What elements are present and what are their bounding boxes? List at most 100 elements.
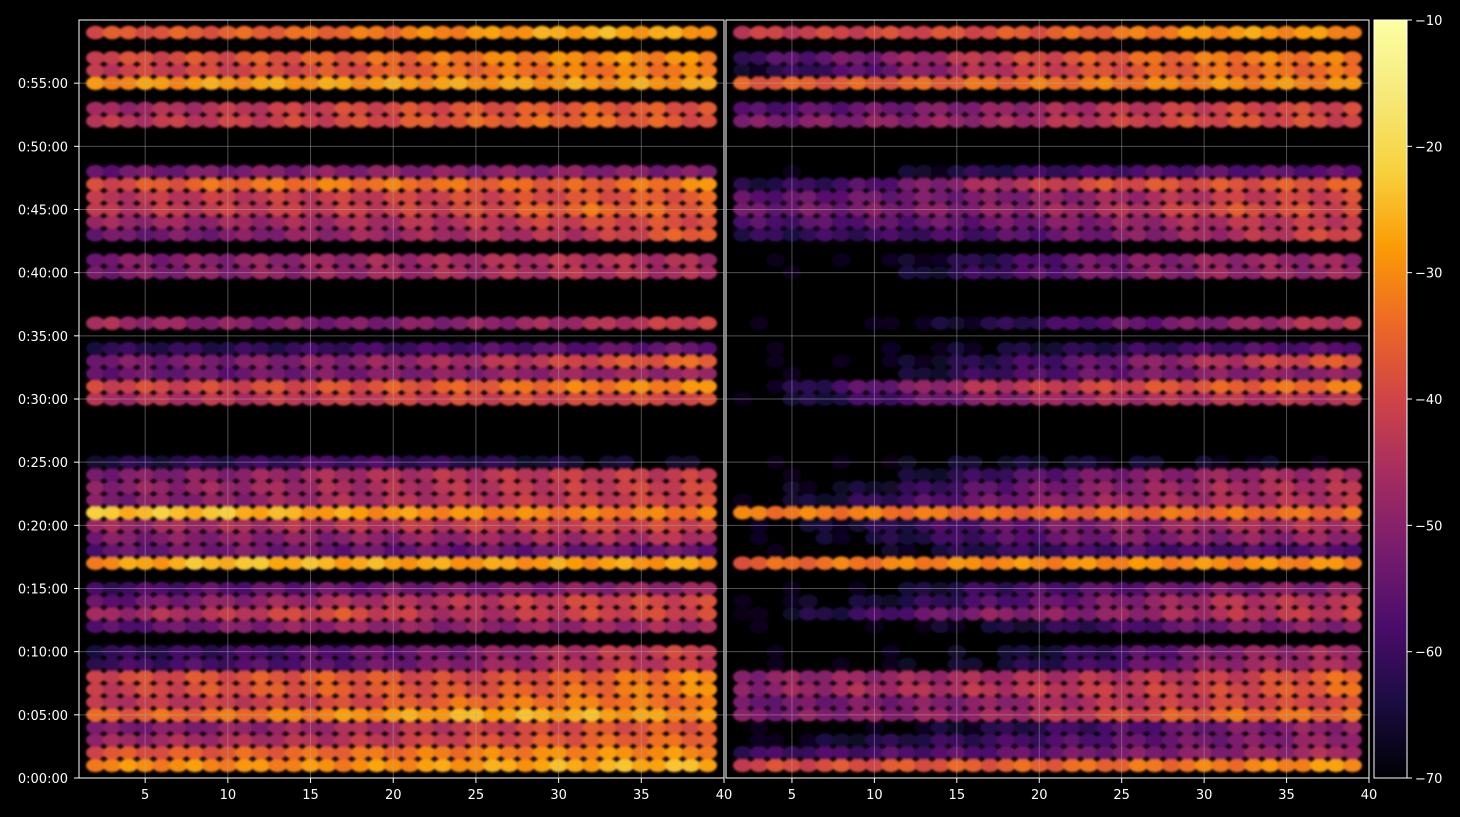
heat-cell — [631, 695, 651, 709]
heat-cell — [1112, 682, 1132, 697]
heat-cell — [565, 177, 585, 191]
heat-cell — [1013, 594, 1033, 608]
heat-cell — [268, 468, 287, 482]
heat-cell — [1128, 468, 1148, 482]
heat-cell — [914, 63, 934, 78]
heat-cell — [1145, 480, 1165, 495]
heat-cell — [168, 101, 188, 116]
heat-cell — [1244, 505, 1264, 520]
heat-cell — [930, 682, 950, 697]
heat-cell — [1194, 758, 1214, 773]
heat-cell — [367, 581, 387, 596]
heat-cell — [1277, 594, 1297, 608]
heat-cell — [1326, 253, 1346, 267]
heat-cell — [549, 215, 569, 229]
heat-cell — [416, 505, 436, 520]
heat-cell — [119, 531, 139, 545]
heat-cell — [499, 190, 519, 204]
heat-cell — [648, 253, 668, 267]
heat-cell — [1260, 392, 1280, 406]
heat-cell — [516, 101, 535, 116]
heat-cell — [648, 733, 668, 747]
heat-cell — [268, 316, 287, 331]
heat-cell — [1194, 101, 1214, 116]
heat-cell — [1211, 505, 1231, 520]
heat-cell — [350, 657, 370, 672]
heat-cell — [449, 543, 469, 558]
heat-cell — [615, 531, 635, 545]
heat-cell — [383, 531, 403, 545]
heat-cell — [1310, 114, 1329, 128]
heat-cell — [102, 480, 122, 495]
heat-cell — [549, 468, 569, 482]
heat-cell — [119, 101, 139, 116]
heat-cell — [1029, 63, 1049, 78]
heat-cell — [681, 657, 701, 672]
heat-cell — [268, 76, 287, 90]
heat-cell — [1227, 164, 1247, 179]
heat-cell — [631, 25, 651, 40]
heat-cell — [980, 619, 1000, 634]
heat-cell — [1326, 341, 1346, 356]
heat-cell — [102, 733, 122, 747]
heat-cell — [499, 682, 519, 697]
heat-cell — [749, 682, 769, 697]
heat-cell — [499, 215, 519, 229]
heat-cell — [881, 341, 901, 356]
heat-cell — [1244, 341, 1264, 356]
heat-cell — [301, 25, 320, 40]
heat-cell — [119, 708, 139, 722]
heat-cell — [416, 354, 436, 368]
heat-cell — [1244, 379, 1264, 394]
heat-cell — [516, 215, 535, 229]
heat-cell — [466, 758, 486, 773]
heat-cell — [1211, 745, 1231, 760]
heat-cell — [1227, 51, 1247, 65]
heat-cell — [664, 228, 684, 242]
heat-cell — [1161, 190, 1181, 204]
heat-cell — [1046, 594, 1066, 608]
heat-cell — [1244, 581, 1264, 596]
heat-cell — [449, 531, 469, 545]
heat-cell — [598, 190, 618, 204]
heat-cell — [367, 745, 387, 760]
heat-cell — [1029, 480, 1049, 495]
heat-cell — [598, 76, 618, 90]
heat-cell — [1260, 682, 1280, 697]
heat-cell — [400, 25, 420, 40]
heat-cell — [615, 177, 635, 191]
heat-cell — [350, 619, 370, 634]
heat-cell — [1260, 202, 1280, 217]
heat-cell — [499, 354, 519, 368]
heat-cell — [251, 468, 271, 482]
heat-cell — [1194, 720, 1214, 735]
heat-cell — [1112, 468, 1132, 482]
heat-cell — [698, 392, 717, 406]
heat-cell — [831, 177, 851, 191]
heat-cell — [301, 518, 320, 533]
heat-cell — [1277, 379, 1297, 394]
heat-cell — [996, 190, 1016, 204]
heat-cell — [897, 63, 917, 78]
heat-cell — [615, 164, 635, 179]
heat-cell — [798, 594, 818, 608]
heat-cell — [1343, 758, 1362, 773]
heat-cell — [798, 202, 818, 217]
heat-cell — [631, 480, 651, 495]
heat-cell — [749, 228, 769, 242]
heat-cell — [549, 63, 569, 78]
heat-cell — [1343, 468, 1362, 482]
heat-cell — [1112, 202, 1132, 217]
heat-cell — [433, 644, 453, 659]
heat-cell — [135, 733, 155, 747]
heat-cell — [582, 518, 602, 533]
heat-cell — [980, 708, 1000, 722]
heat-cell — [1013, 468, 1033, 482]
heat-cell — [864, 190, 884, 204]
heat-cell — [565, 758, 585, 773]
heat-cell — [1013, 354, 1033, 368]
heat-cell — [218, 682, 238, 697]
heat-cell — [1244, 51, 1264, 65]
heat-cell — [284, 556, 304, 570]
heat-cell — [897, 708, 917, 722]
